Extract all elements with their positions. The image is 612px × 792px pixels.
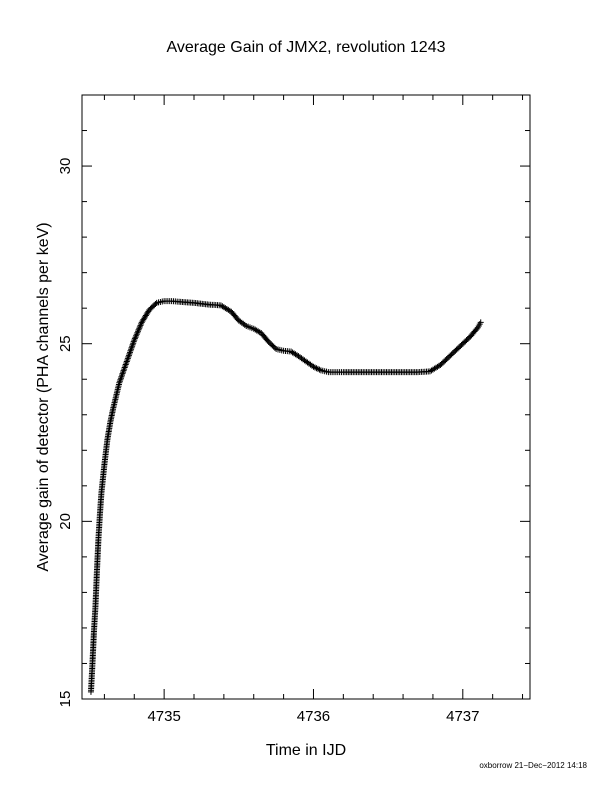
y-tick-label: 20 <box>57 513 74 530</box>
x-tick-label: 4735 <box>147 708 180 725</box>
footer-note: oxborrow 21−Dec−2012 14:18 <box>479 761 587 770</box>
data-point <box>132 334 139 341</box>
data-point <box>271 344 278 351</box>
data-point <box>137 322 144 329</box>
y-axis-label: Average gain of detector (PHA channels p… <box>35 222 52 571</box>
data-point <box>131 337 138 344</box>
x-tick-label: 4736 <box>297 708 330 725</box>
data-point <box>134 329 141 336</box>
data-point <box>473 325 480 332</box>
data-point <box>311 364 318 371</box>
data-point <box>152 301 159 308</box>
data-point <box>135 328 141 335</box>
y-tick-label: 30 <box>57 158 74 175</box>
data-point <box>477 319 484 326</box>
plot-frame <box>81 94 531 700</box>
data-point <box>133 332 140 339</box>
data-point <box>131 335 138 342</box>
data-points <box>87 298 484 695</box>
data-point <box>136 323 143 330</box>
data-point <box>314 365 321 372</box>
y-tick-label: 15 <box>57 691 74 708</box>
data-point <box>241 321 248 328</box>
x-tick-label: 4737 <box>446 708 479 725</box>
data-point <box>316 366 323 373</box>
chart-title: Average Gain of JMX2, revolution 1243 <box>167 39 446 56</box>
data-point <box>135 326 142 333</box>
data-point <box>313 365 320 372</box>
data-point <box>310 363 317 370</box>
axis-ticks: 4735 4736 4737 15 20 25 30 <box>57 94 530 725</box>
y-tick-label: 25 <box>57 335 74 352</box>
data-point <box>138 320 145 327</box>
x-axis-label: Time in IJD <box>266 742 346 759</box>
data-point <box>133 331 140 338</box>
data-point <box>136 325 143 332</box>
